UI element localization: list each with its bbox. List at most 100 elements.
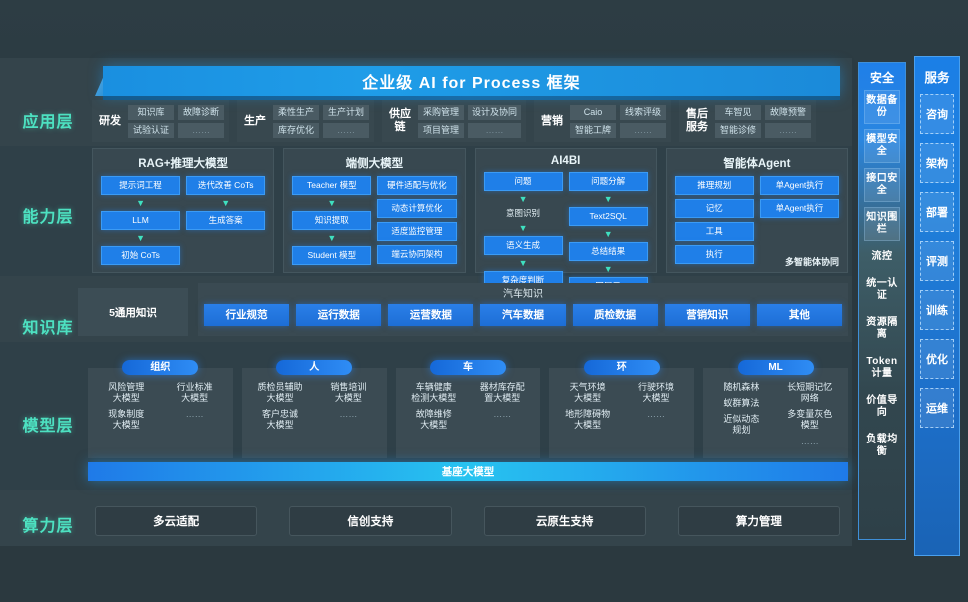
- knowledge-chip[interactable]: 其他: [756, 304, 842, 326]
- model-item[interactable]: 行业标准 大模型: [176, 382, 213, 403]
- capability-node[interactable]: 推理规划: [674, 176, 754, 195]
- capability-node[interactable]: Text2SQL: [568, 207, 648, 226]
- capability-node[interactable]: 意图识别: [506, 208, 541, 218]
- capability-card-1[interactable]: 端侧大模型 Teacher 模型 ▼ 知识提取 ▼ Student 模型 硬件适配与优化 动态…: [283, 148, 466, 273]
- compute-box[interactable]: 云原生支持: [483, 506, 646, 536]
- model-item[interactable]: 质检员辅助 大模型: [257, 382, 303, 403]
- service-item[interactable]: 训练: [920, 290, 954, 330]
- capability-node[interactable]: 单Agent执行: [759, 199, 839, 218]
- app-chip[interactable]: 智能工牌: [570, 122, 617, 138]
- capability-node[interactable]: 提示词工程: [101, 176, 181, 195]
- security-item[interactable]: 资源隔离: [866, 317, 898, 340]
- app-chip[interactable]: 库存优化: [273, 122, 319, 138]
- capability-node[interactable]: 初始 CoTs: [101, 246, 181, 265]
- model-item[interactable]: 车辆健康 检测大模型: [411, 382, 457, 403]
- compute-box[interactable]: 多云适配: [95, 506, 258, 536]
- model-item[interactable]: ……: [185, 409, 204, 419]
- app-chip[interactable]: 试验认证: [128, 122, 174, 138]
- model-item[interactable]: 行驶环境 大模型: [637, 382, 674, 403]
- capability-node[interactable]: 工具: [674, 222, 754, 241]
- knowledge-chip[interactable]: 运行数据: [296, 304, 382, 326]
- capability-node[interactable]: LLM: [101, 211, 181, 230]
- model-item[interactable]: 蚁群算法: [723, 398, 760, 408]
- model-item[interactable]: 多变量灰色 模型: [787, 409, 833, 430]
- capability-node[interactable]: 适度监控管理: [377, 222, 457, 241]
- model-group-pill[interactable]: 组织: [122, 360, 199, 375]
- app-chip[interactable]: 故障诊断: [178, 104, 224, 120]
- knowledge-chip[interactable]: 质检数据: [572, 304, 658, 326]
- model-item[interactable]: 长短期记忆 网络: [787, 382, 833, 403]
- capability-node[interactable]: 问题: [483, 172, 563, 191]
- app-chip[interactable]: ……: [620, 122, 667, 138]
- capability-card-2[interactable]: AI4BI 问题 ▼ 意图识别 ▼ 语义生成 ▼ 复杂度判断 问题分解 ▼ Text2SQL ▼ 总结结…: [474, 148, 657, 296]
- service-item[interactable]: 运维: [920, 388, 954, 428]
- model-item[interactable]: 地形障碍物 大模型: [565, 409, 611, 430]
- capability-node[interactable]: 硬件适配与优化: [377, 176, 457, 195]
- capability-node[interactable]: 知识提取: [292, 211, 372, 230]
- app-chip[interactable]: 知识库: [128, 104, 174, 120]
- model-item[interactable]: 客户忠诚 大模型: [261, 409, 298, 430]
- model-item[interactable]: ……: [493, 409, 512, 419]
- security-item[interactable]: Token计量: [866, 356, 898, 379]
- app-chip[interactable]: ……: [323, 122, 369, 138]
- capability-node[interactable]: 动态计算优化: [377, 199, 457, 218]
- capability-card-0[interactable]: RAG+推理大模型 提示词工程 ▼ LLM ▼ 初始 CoTs 迭代改善 CoTs ▼ 生成答案: [92, 148, 275, 273]
- knowledge-chip[interactable]: 运营数据: [388, 304, 474, 326]
- capability-node[interactable]: Teacher 模型: [292, 176, 372, 195]
- security-item[interactable]: 接口安全: [864, 168, 900, 202]
- knowledge-chip[interactable]: 汽车数据: [480, 304, 566, 326]
- service-item[interactable]: 架构: [920, 143, 954, 183]
- security-item[interactable]: 知识围栏: [864, 207, 900, 241]
- compute-box[interactable]: 信创支持: [289, 506, 452, 536]
- model-item[interactable]: 故障维修 大模型: [415, 409, 452, 430]
- model-group-pill[interactable]: 环: [583, 360, 660, 375]
- capability-node[interactable]: 端云协同架构: [377, 245, 457, 264]
- security-item[interactable]: 价值导向: [866, 395, 898, 418]
- model-item[interactable]: 器材库存配 置大模型: [479, 382, 525, 403]
- app-chip[interactable]: 柔性生产: [273, 104, 319, 120]
- knowledge-chip[interactable]: 行业规范: [204, 304, 290, 326]
- app-chip[interactable]: 采购管理: [418, 104, 464, 120]
- model-group-pill[interactable]: ML: [737, 360, 814, 375]
- app-chip[interactable]: Caio: [570, 104, 617, 120]
- model-group-pill[interactable]: 人: [276, 360, 353, 375]
- app-chip[interactable]: 设计及协同: [468, 104, 522, 120]
- capability-node[interactable]: 单Agent执行: [759, 176, 839, 195]
- model-item[interactable]: 现象制度 大模型: [108, 409, 145, 430]
- app-chip[interactable]: 智能诊修: [715, 122, 762, 138]
- service-item[interactable]: 评测: [920, 241, 954, 281]
- capability-node[interactable]: 迭代改善 CoTs: [186, 176, 266, 195]
- app-chip[interactable]: 生产计划: [323, 104, 369, 120]
- model-item[interactable]: 风险管理 大模型: [108, 382, 145, 403]
- app-chip[interactable]: ……: [178, 122, 224, 138]
- service-item[interactable]: 部署: [920, 192, 954, 232]
- app-chip[interactable]: 项目管理: [418, 122, 464, 138]
- model-item[interactable]: 天气环境 大模型: [569, 382, 606, 403]
- app-chip[interactable]: 线索评级: [620, 104, 667, 120]
- compute-box[interactable]: 算力管理: [677, 506, 840, 536]
- model-item[interactable]: ……: [647, 409, 665, 419]
- model-item[interactable]: 随机森林: [723, 382, 760, 392]
- capability-node[interactable]: 记忆: [674, 199, 754, 218]
- service-item[interactable]: 优化: [920, 339, 954, 379]
- model-item[interactable]: ……: [339, 409, 358, 419]
- capability-node[interactable]: 总结结果: [568, 242, 648, 261]
- model-item[interactable]: 销售培训 大模型: [330, 382, 367, 403]
- model-item[interactable]: 近似动态 规划: [723, 414, 760, 435]
- capability-node[interactable]: 问题分解: [568, 172, 648, 191]
- capability-node[interactable]: 语义生成: [483, 236, 563, 255]
- capability-node[interactable]: 生成答案: [186, 211, 266, 230]
- security-item[interactable]: 模型安全: [864, 129, 900, 163]
- app-chip[interactable]: 故障预警: [765, 104, 812, 120]
- capability-card-3[interactable]: 智能体Agent 推理规划 记忆 工具 执行 单Agent执行 单Agent执行 多智能体协同: [665, 148, 848, 273]
- security-item[interactable]: 统一认证: [866, 278, 898, 301]
- service-item[interactable]: 咨询: [920, 94, 954, 134]
- model-item[interactable]: ……: [800, 436, 819, 446]
- knowledge-chip[interactable]: 营销知识: [664, 304, 750, 326]
- model-group-pill[interactable]: 车: [429, 360, 506, 375]
- app-chip[interactable]: ……: [468, 122, 522, 138]
- security-item[interactable]: 负载均衡: [866, 434, 898, 457]
- security-item[interactable]: 数据备份: [864, 90, 900, 124]
- app-chip[interactable]: 车智见: [715, 104, 762, 120]
- capability-node[interactable]: 执行: [674, 245, 754, 264]
